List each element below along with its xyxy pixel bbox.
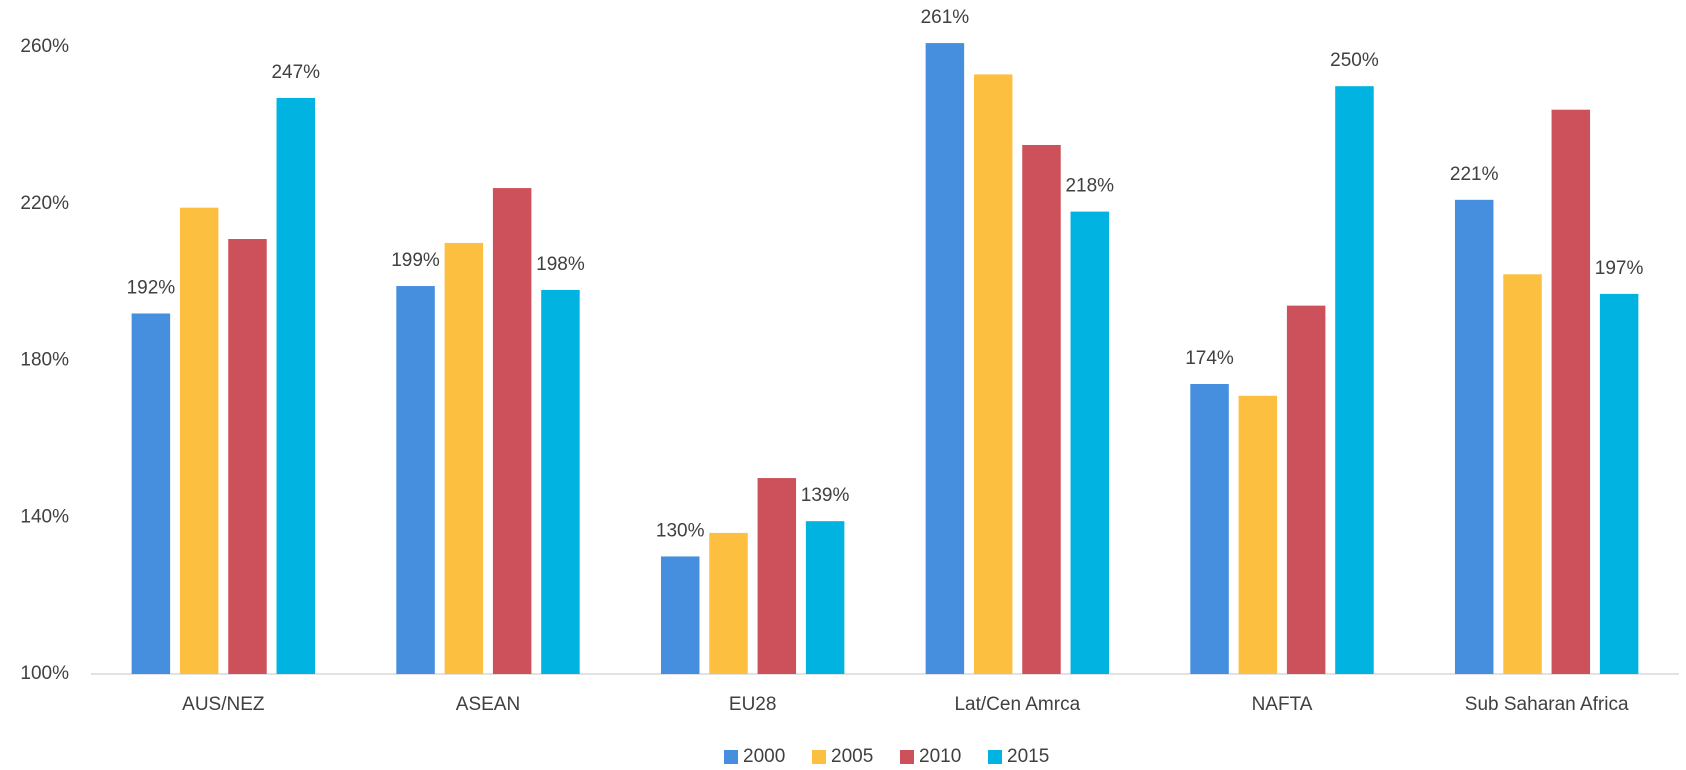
bar bbox=[757, 478, 797, 674]
bar bbox=[1286, 305, 1326, 674]
legend-label: 2015 bbox=[1007, 746, 1049, 767]
bar bbox=[660, 556, 700, 674]
data-label: 198% bbox=[536, 254, 585, 275]
x-tick-label: Sub Saharan Africa bbox=[1465, 694, 1629, 715]
x-tick-label: EU28 bbox=[729, 694, 777, 715]
y-tick-label: 260% bbox=[20, 36, 69, 57]
data-label: 218% bbox=[1065, 176, 1114, 197]
y-tick-label: 140% bbox=[20, 506, 69, 527]
legend-swatch bbox=[900, 750, 914, 764]
bar bbox=[1599, 293, 1639, 674]
data-label: 139% bbox=[801, 485, 850, 506]
legend-label: 2010 bbox=[919, 746, 961, 767]
data-label: 192% bbox=[127, 277, 176, 298]
y-tick-label: 100% bbox=[20, 663, 69, 684]
data-label: 199% bbox=[391, 250, 440, 271]
bar bbox=[228, 239, 267, 675]
bar bbox=[179, 207, 219, 674]
bar bbox=[396, 286, 435, 674]
bar bbox=[1022, 144, 1061, 674]
bar bbox=[1190, 384, 1229, 674]
bar bbox=[973, 74, 1013, 674]
data-label: 250% bbox=[1330, 50, 1379, 71]
y-tick-label: 180% bbox=[20, 350, 69, 371]
bar bbox=[1551, 109, 1591, 674]
data-label: 247% bbox=[271, 62, 320, 83]
bar bbox=[131, 313, 171, 674]
bar bbox=[541, 289, 580, 674]
bar bbox=[444, 242, 484, 674]
legend-label: 2000 bbox=[743, 746, 785, 767]
data-label: 221% bbox=[1450, 164, 1499, 185]
data-label: 261% bbox=[921, 7, 970, 28]
bar bbox=[1454, 199, 1494, 675]
legend-label: 2005 bbox=[831, 746, 873, 767]
legend-swatch bbox=[812, 750, 826, 764]
x-tick-label: AUS/NEZ bbox=[182, 694, 265, 715]
legend-swatch bbox=[724, 750, 738, 764]
data-label: 197% bbox=[1595, 258, 1644, 279]
x-tick-label: Lat/Cen Amrca bbox=[954, 694, 1080, 715]
x-tick-label: ASEAN bbox=[456, 694, 520, 715]
bar bbox=[805, 521, 845, 674]
bar bbox=[1503, 274, 1542, 674]
bar bbox=[1335, 86, 1374, 674]
bar bbox=[276, 97, 316, 675]
data-label: 174% bbox=[1185, 348, 1234, 369]
bar bbox=[1238, 395, 1278, 674]
legend-swatch bbox=[988, 750, 1002, 764]
bar bbox=[709, 532, 748, 674]
bar bbox=[492, 188, 532, 674]
x-tick-label: NAFTA bbox=[1252, 694, 1313, 715]
data-label: 130% bbox=[656, 520, 705, 541]
y-tick-label: 220% bbox=[20, 193, 69, 214]
bar bbox=[1070, 211, 1110, 674]
bar bbox=[925, 43, 965, 675]
